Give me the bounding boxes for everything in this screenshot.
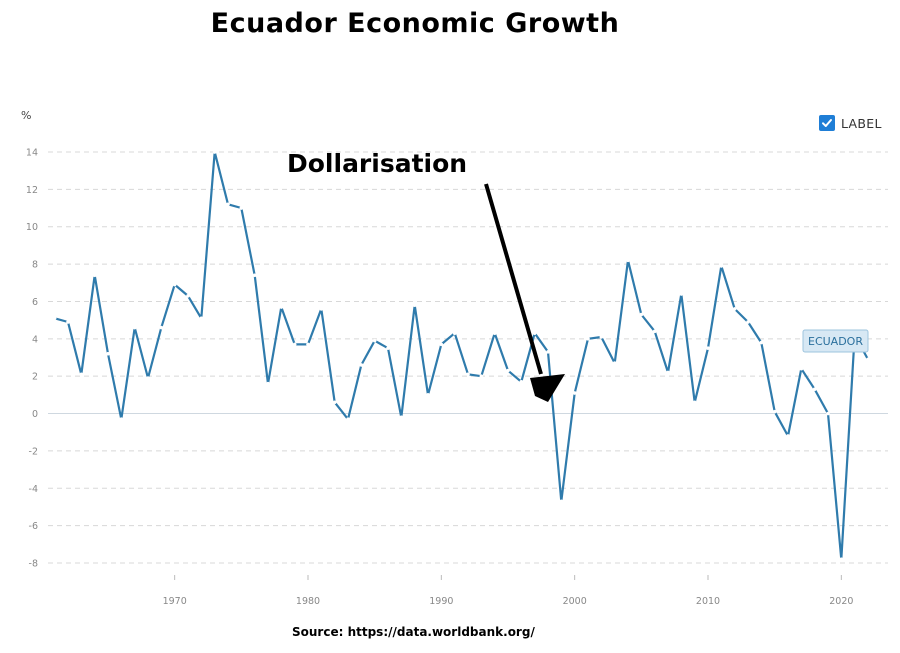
data-point[interactable] bbox=[866, 357, 870, 362]
data-point[interactable] bbox=[226, 202, 230, 207]
series-label-text: ECUADOR bbox=[808, 335, 863, 348]
data-point[interactable] bbox=[839, 557, 844, 562]
data-point[interactable] bbox=[612, 361, 617, 365]
legend-label: LABEL bbox=[841, 115, 882, 131]
chart-title: Ecuador Economic Growth bbox=[210, 8, 620, 39]
data-point[interactable] bbox=[786, 434, 790, 438]
data-point[interactable] bbox=[92, 273, 97, 278]
data-point[interactable] bbox=[519, 379, 524, 384]
data-point[interactable] bbox=[586, 336, 590, 341]
data-point[interactable] bbox=[319, 307, 324, 311]
data-point[interactable] bbox=[359, 363, 364, 367]
data-point[interactable] bbox=[732, 307, 737, 311]
data-point[interactable] bbox=[146, 376, 150, 380]
annotation-arrow-head-icon bbox=[530, 374, 565, 402]
series bbox=[52, 150, 870, 562]
y-axis: 14 12 10 8 6 4 2 0 -2 -4 -6 -8 bbox=[26, 148, 38, 570]
y-tick-label: 4 bbox=[32, 334, 38, 345]
data-point[interactable] bbox=[386, 346, 390, 351]
x-tick-label: 1980 bbox=[296, 596, 320, 607]
source-note: Source: https://data.worldbank.org/ bbox=[292, 625, 535, 639]
data-point[interactable] bbox=[79, 372, 84, 377]
data-point[interactable] bbox=[239, 206, 244, 210]
y-tick-label: 2 bbox=[32, 372, 38, 383]
data-point[interactable] bbox=[812, 387, 817, 392]
x-tick-label: 2000 bbox=[563, 596, 587, 607]
data-point[interactable] bbox=[252, 273, 257, 278]
data-point[interactable] bbox=[426, 393, 430, 397]
data-point[interactable] bbox=[346, 417, 350, 421]
data-point[interactable] bbox=[279, 305, 284, 309]
data-point[interactable] bbox=[306, 342, 310, 347]
data-point[interactable] bbox=[439, 342, 444, 347]
data-point[interactable] bbox=[719, 264, 724, 268]
y-tick-label: 14 bbox=[26, 148, 38, 159]
series-label-box bbox=[802, 329, 869, 353]
y-tick-label: 12 bbox=[26, 185, 38, 196]
annotation-text: Dollarisation bbox=[287, 149, 467, 178]
y-tick-label: 6 bbox=[32, 297, 38, 308]
x-tick-label: 1970 bbox=[163, 596, 187, 607]
annotation-arrow-shaft bbox=[484, 183, 543, 375]
data-point[interactable] bbox=[466, 372, 470, 377]
data-point[interactable] bbox=[492, 331, 497, 336]
data-point[interactable] bbox=[172, 282, 177, 287]
data-point[interactable] bbox=[119, 417, 124, 421]
data-point[interactable] bbox=[559, 499, 564, 504]
data-point[interactable] bbox=[199, 316, 204, 321]
series-label: ECUADOR bbox=[802, 329, 869, 353]
y-tick-label: 10 bbox=[26, 222, 38, 233]
data-point[interactable] bbox=[599, 335, 604, 339]
data-point[interactable] bbox=[399, 415, 404, 420]
y-tick-label: -8 bbox=[29, 559, 38, 570]
data-point[interactable] bbox=[332, 400, 337, 405]
x-tick-label: 1990 bbox=[429, 596, 453, 607]
data-point[interactable] bbox=[132, 325, 137, 330]
data-point[interactable] bbox=[572, 391, 577, 395]
data-point[interactable] bbox=[626, 258, 630, 263]
annotation: Dollarisation bbox=[287, 149, 565, 402]
data-point[interactable] bbox=[826, 411, 830, 416]
x-tick-label: 2010 bbox=[696, 596, 720, 607]
data-point[interactable] bbox=[212, 150, 217, 154]
y-tick-label: 0 bbox=[32, 409, 38, 420]
data-point[interactable] bbox=[66, 320, 70, 324]
data-point[interactable] bbox=[666, 370, 670, 375]
y-unit-label: % bbox=[21, 109, 32, 122]
data-point[interactable] bbox=[159, 325, 164, 330]
data-point[interactable] bbox=[706, 346, 710, 351]
data-point[interactable] bbox=[746, 320, 750, 324]
data-point[interactable] bbox=[292, 342, 297, 347]
data-point[interactable] bbox=[799, 366, 804, 371]
y-tick-label: -6 bbox=[29, 521, 38, 532]
data-point[interactable] bbox=[452, 331, 457, 336]
data-point[interactable] bbox=[532, 331, 537, 336]
y-tick-label: -2 bbox=[29, 446, 38, 457]
data-point[interactable] bbox=[106, 351, 110, 356]
data-point[interactable] bbox=[639, 312, 644, 317]
data-point[interactable] bbox=[506, 368, 510, 373]
grid bbox=[48, 151, 888, 564]
data-point[interactable] bbox=[652, 329, 657, 334]
series-line bbox=[54, 150, 869, 561]
x-axis: 1970 1980 1990 2000 2010 2020 bbox=[163, 575, 853, 607]
data-point[interactable] bbox=[479, 374, 484, 379]
checkbox-checked-icon[interactable] bbox=[819, 115, 835, 131]
y-tick-label: 8 bbox=[32, 260, 38, 271]
data-point[interactable] bbox=[692, 400, 697, 405]
data-point[interactable] bbox=[679, 292, 684, 296]
y-tick-label: -4 bbox=[29, 484, 38, 495]
x-tick-label: 2020 bbox=[829, 596, 853, 607]
data-point[interactable] bbox=[266, 381, 270, 386]
data-point[interactable] bbox=[546, 350, 550, 354]
data-point[interactable] bbox=[52, 316, 57, 321]
data-point[interactable] bbox=[372, 338, 377, 343]
data-point[interactable] bbox=[412, 303, 417, 308]
data-point[interactable] bbox=[186, 294, 190, 298]
data-point[interactable] bbox=[759, 340, 764, 345]
legend-toggle[interactable]: LABEL bbox=[819, 115, 882, 131]
data-point[interactable] bbox=[772, 409, 777, 414]
